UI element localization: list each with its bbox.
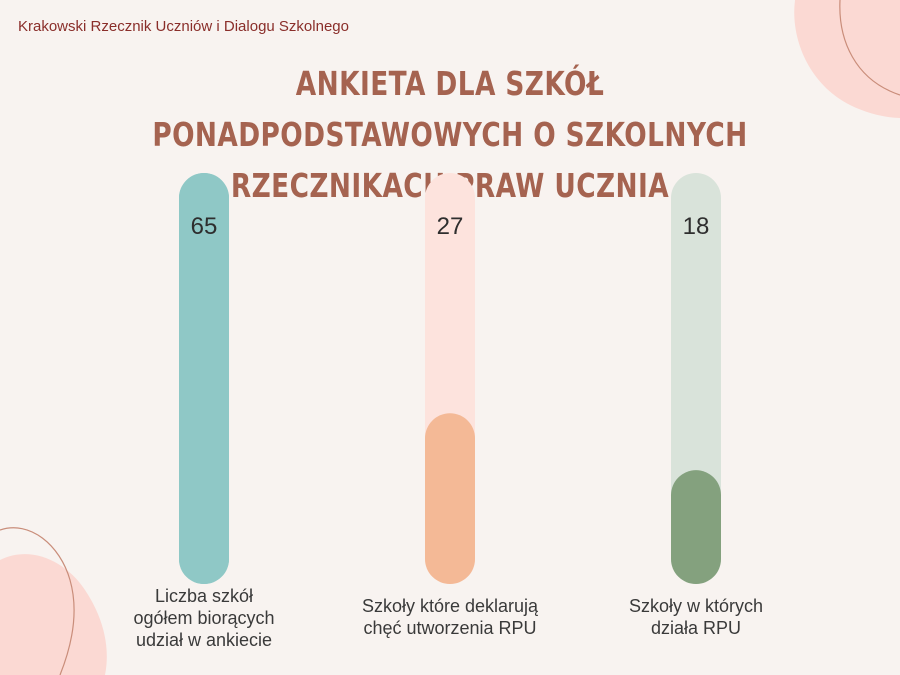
organization-name: Krakowski Rzecznik Uczniów i Dialogu Szk… (18, 18, 349, 35)
bar-3 (671, 470, 721, 584)
bar-2 (425, 413, 475, 584)
bar-value-label-2: 27 (437, 213, 464, 240)
bar-value-label-3: 18 (683, 213, 710, 240)
category-label-2: Szkoły które deklarują chęć utworzenia R… (361, 596, 539, 638)
category-label-3: Szkoły w których działa RPU (628, 596, 764, 638)
category-label-1: Liczba szkół ogółem biorących udział w a… (133, 586, 275, 650)
bar-1 (179, 173, 229, 584)
bar-value-label-1: 65 (191, 213, 218, 240)
chart-title: ANKIETA DLA SZKÓŁ PONADPODSTAWOWYCH O SZ… (152, 64, 748, 205)
